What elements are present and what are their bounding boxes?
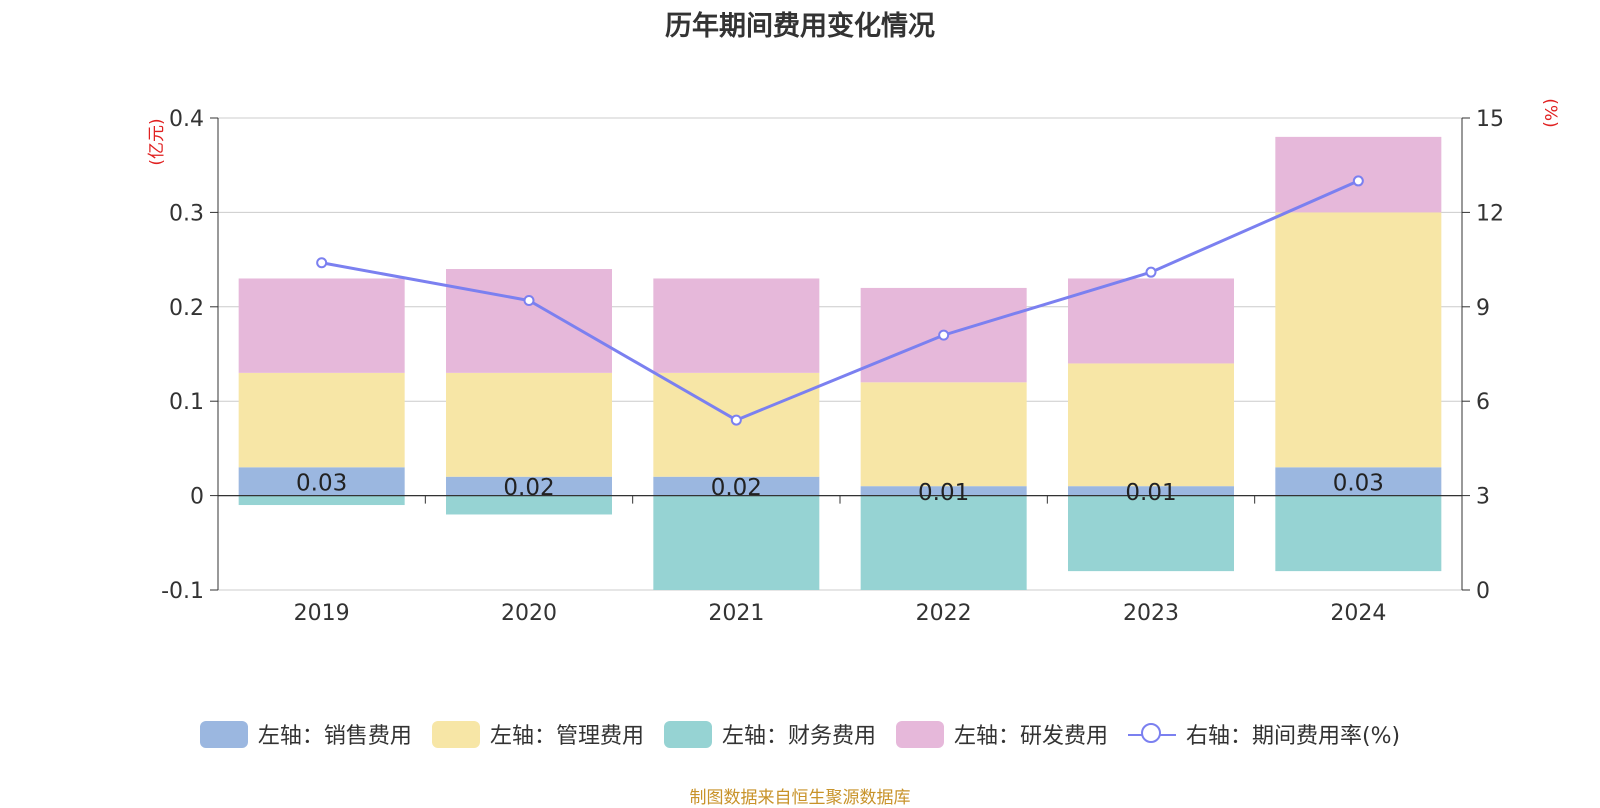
bar-2019-series-0 xyxy=(238,467,405,496)
bar-2020-series-1 xyxy=(446,372,612,477)
bar-2020-series-0 xyxy=(446,476,612,496)
right-tick-label-3: 9 xyxy=(1476,296,1490,321)
bar-2019-series-1 xyxy=(238,372,405,468)
x-tick-label-2024: 2024 xyxy=(1330,601,1386,626)
data-label-2019: 0.03 xyxy=(296,470,347,496)
data-label-2021: 0.02 xyxy=(711,475,762,501)
rate-line xyxy=(321,179,1359,422)
x-tick-label-2019: 2019 xyxy=(294,601,350,626)
x-tick-label-2023: 2023 xyxy=(1123,601,1179,626)
bar-2024-series-0 xyxy=(1275,467,1442,496)
legend-item-finance[interactable]: 左轴：财务费用 xyxy=(663,718,876,750)
bar-2024-series-3 xyxy=(1275,136,1442,213)
bar-2019-series-3 xyxy=(238,278,405,373)
right-axis-unit: (%) xyxy=(1540,98,1560,127)
rate-point-2023 xyxy=(1145,266,1157,278)
data-label-2022: 0.01 xyxy=(918,480,969,506)
legend-item-rnd[interactable]: 左轴：研发费用 xyxy=(895,718,1108,750)
bar-2023-series-3 xyxy=(1068,278,1234,364)
legend-swatch-rnd xyxy=(895,720,944,748)
left-axis-unit: (亿元) xyxy=(147,118,167,165)
chart-canvas: -0.1 0 0.1 0.2 0.3 0.4 0 3 6 9 12 15 (亿元) (%) 0.03 0.02… xyxy=(147,98,1560,626)
bar-2019-series-2 xyxy=(238,495,405,506)
left-tick-label-5: 0.4 xyxy=(169,107,204,132)
legend-item-rate[interactable]: 右轴：期间费用率(%) xyxy=(1127,718,1401,750)
rate-point-2020 xyxy=(523,295,535,307)
rate-point-2019 xyxy=(316,257,328,269)
bar-2022-series-2 xyxy=(860,495,1027,590)
legend-label-admin: 左轴：管理费用 xyxy=(489,724,644,749)
rate-point-2021 xyxy=(730,414,742,426)
legend-label-rate: 右轴：期间费用率(%) xyxy=(1185,724,1401,749)
legend-line-icon xyxy=(1127,721,1176,748)
legend-label-rnd: 左轴：研发费用 xyxy=(953,724,1108,749)
right-tick-label-1: 3 xyxy=(1476,485,1490,510)
legend-label-finance: 左轴：财务费用 xyxy=(721,724,876,749)
bar-2023-series-2 xyxy=(1068,495,1234,572)
left-tick-label-1: 0 xyxy=(190,485,204,510)
rate-point-2024 xyxy=(1352,175,1364,187)
bar-2021-series-0 xyxy=(653,476,820,496)
data-label-2023: 0.01 xyxy=(1125,480,1176,506)
bar-2020-series-3 xyxy=(446,269,612,373)
legend-item-sales[interactable]: 左轴：销售费用 xyxy=(199,718,412,750)
right-tick-label-5: 15 xyxy=(1476,107,1504,132)
left-tick-label-0: -0.1 xyxy=(161,579,204,604)
bar-2023-series-0 xyxy=(1068,486,1234,496)
bar-2024-series-1 xyxy=(1275,212,1442,468)
left-tick-label-3: 0.2 xyxy=(169,296,204,321)
bar-2021-series-2 xyxy=(653,495,820,590)
bar-2022-series-1 xyxy=(860,382,1027,487)
x-tick-label-2021: 2021 xyxy=(708,601,764,626)
legend-swatch-admin xyxy=(431,720,480,748)
legend: 左轴：销售费用 左轴：管理费用 左轴：财务费用 左轴：研发费用 右轴：期间费用率… xyxy=(0,718,1600,750)
right-tick-label-0: 0 xyxy=(1476,579,1490,604)
data-label-2024: 0.03 xyxy=(1333,470,1384,496)
left-tick-label-2: 0.1 xyxy=(169,390,204,415)
bar-2021-series-3 xyxy=(653,278,820,373)
bar-2024-series-2 xyxy=(1275,495,1442,572)
left-tick-label-4: 0.3 xyxy=(169,201,204,226)
bar-2020-series-2 xyxy=(446,495,612,515)
chart-title: 历年期间费用变化情况 xyxy=(665,11,935,42)
bar-2023-series-1 xyxy=(1068,363,1234,487)
x-tick-label-2022: 2022 xyxy=(916,601,972,626)
x-tick-label-2020: 2020 xyxy=(501,601,557,626)
legend-swatch-sales xyxy=(199,720,248,748)
legend-item-admin[interactable]: 左轴：管理费用 xyxy=(431,718,644,750)
data-source-note: 制图数据来自恒生聚源数据库 xyxy=(689,788,911,808)
rate-point-2022 xyxy=(938,329,950,341)
legend-label-sales: 左轴：销售费用 xyxy=(257,724,412,749)
legend-swatch-finance xyxy=(663,720,712,748)
right-tick-label-4: 12 xyxy=(1476,201,1504,226)
data-label-2020: 0.02 xyxy=(503,475,554,501)
bar-2022-series-0 xyxy=(860,486,1027,496)
right-tick-label-2: 6 xyxy=(1476,390,1490,415)
